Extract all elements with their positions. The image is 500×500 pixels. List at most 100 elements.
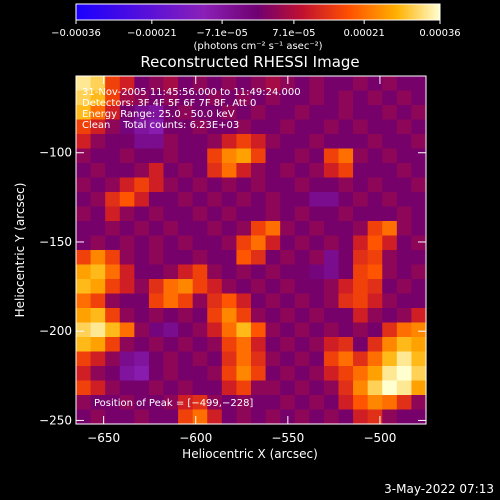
heatmap-cell bbox=[251, 322, 267, 338]
heatmap-cell bbox=[236, 148, 252, 164]
heatmap-cell bbox=[396, 90, 413, 106]
colorbar-unit-label: (photons cm⁻² s⁻¹ asec⁻²) bbox=[193, 41, 322, 52]
heatmap-cell bbox=[192, 264, 208, 280]
heatmap-cell bbox=[309, 250, 325, 266]
heatmap-cell bbox=[265, 380, 281, 396]
heatmap-cell bbox=[105, 322, 121, 338]
heatmap-cell bbox=[265, 351, 281, 367]
heatmap-cell bbox=[280, 192, 296, 208]
heatmap-cell bbox=[280, 250, 296, 266]
heatmap-cell bbox=[367, 192, 383, 208]
heatmap-cell bbox=[411, 264, 427, 280]
heatmap-cell bbox=[265, 90, 281, 106]
heatmap-cell bbox=[367, 119, 383, 135]
heatmap-cell bbox=[192, 351, 208, 367]
heatmap-cell bbox=[76, 105, 92, 121]
heatmap-cell bbox=[323, 90, 340, 106]
heatmap-cell bbox=[294, 366, 310, 382]
heatmap-cell bbox=[105, 235, 121, 251]
heatmap-cell bbox=[353, 119, 369, 135]
heatmap-cell bbox=[309, 163, 325, 179]
x-tick-label: −650 bbox=[87, 431, 120, 445]
heatmap-cell bbox=[265, 264, 281, 280]
heatmap-cell bbox=[396, 134, 413, 150]
heatmap-cell bbox=[178, 366, 194, 382]
heatmap-cell bbox=[163, 293, 179, 309]
heatmap-cell bbox=[148, 293, 165, 309]
heatmap-cell bbox=[382, 221, 398, 237]
heatmap-cell bbox=[353, 366, 369, 382]
heatmap-cell bbox=[236, 380, 252, 396]
heatmap-cell bbox=[148, 250, 165, 266]
heatmap-cell bbox=[207, 337, 223, 353]
heatmap-cell bbox=[309, 380, 325, 396]
heatmap-cell bbox=[367, 279, 383, 295]
axis-ticks: −650 −600 −550 −500 −100 −150 −200 −250 bbox=[39, 76, 426, 445]
heatmap-cell bbox=[192, 163, 208, 179]
heatmap-cell bbox=[207, 409, 223, 425]
heatmap-cell bbox=[119, 409, 135, 425]
heatmap-cell bbox=[90, 221, 106, 237]
heatmap-cell bbox=[265, 366, 281, 382]
heatmap-cell bbox=[309, 322, 325, 338]
heatmap-cell bbox=[411, 90, 427, 106]
heatmap-cell bbox=[396, 264, 413, 280]
colorbar bbox=[75, 3, 441, 21]
heatmap-cell bbox=[105, 395, 121, 411]
heatmap-cell bbox=[382, 90, 398, 106]
heatmap-cell bbox=[119, 119, 135, 135]
heatmap-cell bbox=[338, 221, 354, 237]
heatmap-cell bbox=[265, 76, 281, 92]
heatmap-cell bbox=[294, 279, 310, 295]
heatmap-cell bbox=[396, 192, 413, 208]
heatmap-cell bbox=[309, 148, 325, 164]
heatmap-cell bbox=[294, 119, 310, 135]
heatmap-cell bbox=[76, 395, 92, 411]
heatmap-cell bbox=[338, 90, 354, 106]
heatmap-cell bbox=[338, 351, 354, 367]
heatmap-cell bbox=[280, 264, 296, 280]
heatmap-cell bbox=[323, 279, 340, 295]
heatmap-cell bbox=[207, 380, 223, 396]
heatmap-cell bbox=[265, 119, 281, 135]
heatmap-cell bbox=[207, 293, 223, 309]
heatmap-cell bbox=[163, 337, 179, 353]
heatmap-cell bbox=[90, 90, 106, 106]
heatmap-cell bbox=[192, 337, 208, 353]
heatmap-cell bbox=[294, 337, 310, 353]
heatmap-cell bbox=[353, 177, 369, 193]
heatmap-cell bbox=[119, 134, 135, 150]
heatmap-cell bbox=[192, 134, 208, 150]
heatmap-cell bbox=[236, 351, 252, 367]
heatmap-cell bbox=[251, 250, 267, 266]
heatmap-cell bbox=[382, 177, 398, 193]
x-axis-label: Heliocentric X (arcsec) bbox=[182, 447, 318, 461]
heatmap-cell bbox=[90, 409, 106, 425]
heatmap-cell bbox=[236, 90, 252, 106]
heatmap-cell bbox=[323, 337, 340, 353]
heatmap-cell bbox=[338, 380, 354, 396]
heatmap-cell bbox=[221, 293, 238, 309]
heatmap-cell bbox=[76, 221, 92, 237]
heatmap-cell bbox=[323, 134, 340, 150]
y-tick-label: −150 bbox=[39, 235, 72, 249]
annotation-energy: Energy Range: 25.0 - 50.0 keV bbox=[82, 109, 235, 120]
heatmap-cell bbox=[192, 308, 208, 324]
heatmap-cell bbox=[309, 293, 325, 309]
heatmap-cell bbox=[251, 119, 267, 135]
heatmap-cell bbox=[338, 192, 354, 208]
heatmap-cell bbox=[192, 380, 208, 396]
heatmap-cell bbox=[178, 206, 194, 222]
heatmap-cell bbox=[236, 105, 252, 121]
heatmap-cell bbox=[148, 380, 165, 396]
heatmap-cell bbox=[338, 337, 354, 353]
heatmap-cell bbox=[192, 90, 208, 106]
heatmap-cell bbox=[236, 264, 252, 280]
heatmap-cell bbox=[338, 148, 354, 164]
heatmap-cell bbox=[236, 250, 252, 266]
heatmap-cell bbox=[396, 235, 413, 251]
heatmap-cell bbox=[178, 119, 194, 135]
heatmap-cell bbox=[76, 264, 92, 280]
heatmap-cell bbox=[251, 366, 267, 382]
heatmap-cell bbox=[105, 264, 121, 280]
